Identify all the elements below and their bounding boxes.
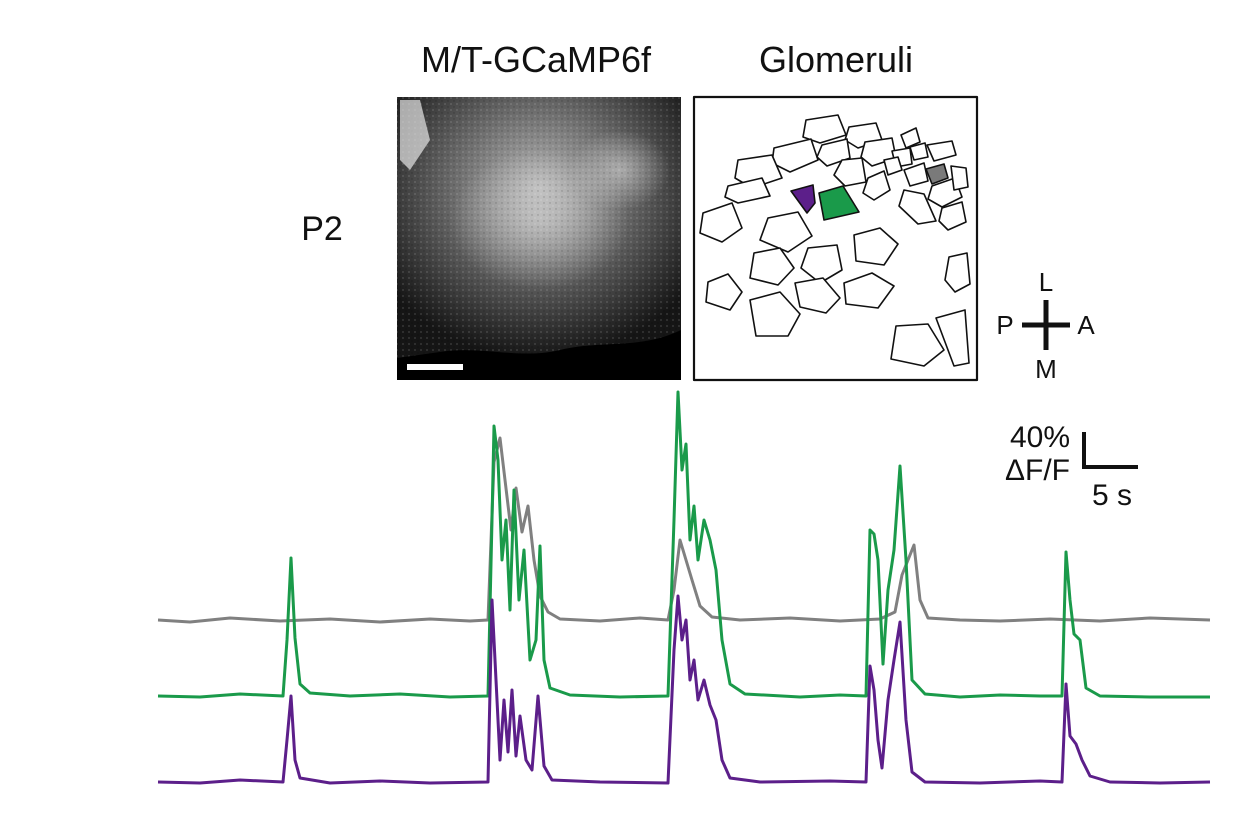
fluorescence-image [397,97,681,380]
glomerulus [749,291,801,337]
compass-p: P [996,310,1013,340]
glomerulus [938,201,967,231]
glomerulus [833,157,867,187]
compass-l: L [1039,267,1053,297]
glomerulus [794,277,841,314]
glomerulus [699,202,743,243]
glomerulus [724,177,771,204]
glomerulus [705,273,743,311]
traces [157,390,1211,785]
glomerulus-highlight-green [818,185,860,221]
glomerulus [900,127,921,149]
trace-scale-bar: 40% ΔF/F 5 s [1005,421,1138,512]
glomerulus [843,272,895,309]
glomerulus [853,227,899,266]
glomerulus [759,211,813,253]
trace-purple [157,594,1211,785]
glomerulus [898,189,937,225]
glomerulus [862,170,891,201]
glomerulus [749,247,795,286]
glomerulus [800,244,843,284]
orientation-compass: L M P A [996,267,1095,384]
glomerulus [944,252,971,293]
glomerulus [926,140,957,162]
glomerulus-highlight-gray [925,163,949,185]
glomerulus [909,142,929,161]
glomerulus [903,162,929,187]
scale-unit: ΔF/F [1005,454,1070,487]
glomerulus [950,165,969,191]
scale-amplitude: 40% [1010,421,1070,454]
image-scale-bar [407,364,463,370]
glomerulus [935,309,970,367]
map-title: Glomeruli [759,39,913,80]
image-title: M/T-GCaMP6f [421,39,652,80]
compass-m: M [1035,354,1057,384]
trace-green [157,390,1210,699]
scale-time: 5 s [1092,479,1132,512]
glomerulus [883,156,903,176]
glomerulus-highlight-purple [790,184,816,214]
panel-label: P2 [301,210,343,248]
compass-a: A [1077,310,1095,340]
glomerulus [802,114,847,144]
glomeruli-map [692,95,979,382]
trace-gray [157,436,1211,624]
glomerulus [734,154,783,189]
glomerulus [890,323,945,367]
